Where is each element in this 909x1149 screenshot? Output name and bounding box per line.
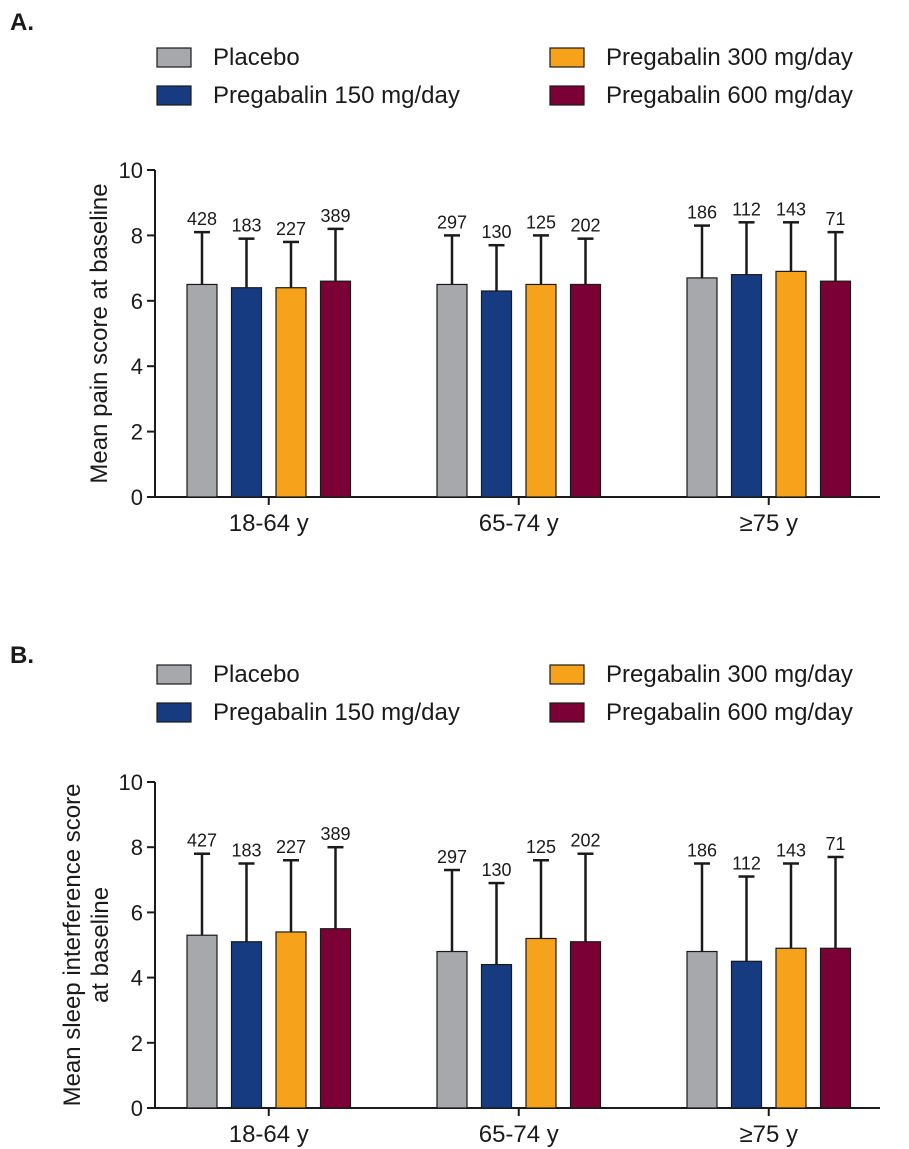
y-tick-label: 10 [119,158,143,183]
sample-size-label: 227 [276,219,306,239]
bar [186,283,218,498]
legend-swatch [156,47,192,68]
sample-size-label: 130 [481,222,511,242]
legend-swatch [156,85,192,106]
bar [436,283,468,498]
bar [819,280,852,498]
sample-size-label: 130 [481,860,511,880]
bar [819,947,852,1109]
y-tick-label: 2 [131,420,143,445]
y-tick-label: 4 [131,966,143,991]
y-tick-label: 0 [131,485,143,510]
sample-size-label: 297 [437,212,467,232]
bar [480,963,513,1109]
legend-label: Pregabalin 300 mg/day [606,661,853,688]
bar [275,287,307,498]
sample-size-label: 112 [732,199,761,219]
y-axis-title: Mean sleep interference score [59,784,86,1107]
x-category-label: 18-64 y [229,510,309,537]
bar [319,928,352,1109]
bar [230,287,263,498]
sample-size-label: 428 [187,209,217,229]
sample-size-label: 71 [825,209,845,229]
sample-size-label: 202 [570,831,600,851]
x-category-label: 18-64 y [229,1121,309,1148]
sample-size-label: 183 [231,841,261,861]
panel-label: A. [10,9,34,36]
sample-size-label: 143 [776,199,806,219]
legend-swatch [156,664,192,685]
y-tick-label: 8 [131,835,143,860]
bar [436,950,468,1109]
legend-swatch [549,702,585,723]
bar [686,950,718,1109]
legend-swatch [549,664,585,685]
bar [319,280,352,498]
sample-size-label: 186 [687,203,717,223]
bar [775,947,807,1109]
sample-size-label: 71 [825,834,845,854]
bar [275,931,307,1109]
y-axis-title: at baseline [87,887,114,1003]
y-tick-label: 4 [131,354,143,379]
bar [730,274,763,498]
sample-size-label: 427 [187,831,217,851]
sample-size-label: 389 [320,824,350,844]
legend-swatch [156,702,192,723]
bar [569,283,602,498]
x-category-label: 65-74 y [479,510,559,537]
legend-label: Placebo [213,661,300,688]
x-category-label: ≥75 y [739,510,798,537]
sample-size-label: 112 [732,854,761,874]
y-tick-label: 0 [131,1096,143,1121]
sample-size-label: 297 [437,847,467,867]
y-tick-label: 8 [131,223,143,248]
bar [480,290,513,498]
sample-size-label: 186 [687,841,717,861]
y-tick-label: 10 [119,770,143,795]
legend-label: Pregabalin 150 mg/day [213,699,460,726]
legend-label: Pregabalin 600 mg/day [606,699,853,726]
legend-label: Placebo [213,44,300,71]
bar [186,934,218,1109]
chart-panel-b: B. Placebo Pregabalin 150 mg/day Pregabalin… [10,642,880,1148]
bar [686,277,718,498]
bar [525,937,557,1109]
sample-size-label: 183 [231,216,261,236]
legend-label: Pregabalin 150 mg/day [213,82,460,109]
sample-size-label: 202 [570,216,600,236]
sample-size-label: 389 [320,206,350,226]
sample-size-label: 143 [776,841,806,861]
y-axis-title: Mean pain score at baseline [86,183,113,483]
sample-size-label: 125 [526,837,556,857]
bar [230,941,263,1109]
bar [730,960,763,1109]
y-tick-label: 6 [131,289,143,314]
legend-swatch [549,47,585,68]
y-tick-label: 2 [131,1031,143,1056]
bar [525,283,557,498]
legend-label: Pregabalin 600 mg/day [606,82,853,109]
sample-size-label: 227 [276,837,306,857]
x-category-label: 65-74 y [479,1121,559,1148]
x-category-label: ≥75 y [739,1121,798,1148]
legend-swatch [549,85,585,106]
sample-size-label: 125 [526,212,556,232]
panel-label: B. [10,642,34,669]
legend-label: Pregabalin 300 mg/day [606,44,853,71]
y-tick-label: 6 [131,900,143,925]
bar [775,270,807,498]
bar [569,941,602,1109]
chart-panel-a: A. Placebo Pregabalin 150 mg/day Pregabalin… [10,9,880,537]
